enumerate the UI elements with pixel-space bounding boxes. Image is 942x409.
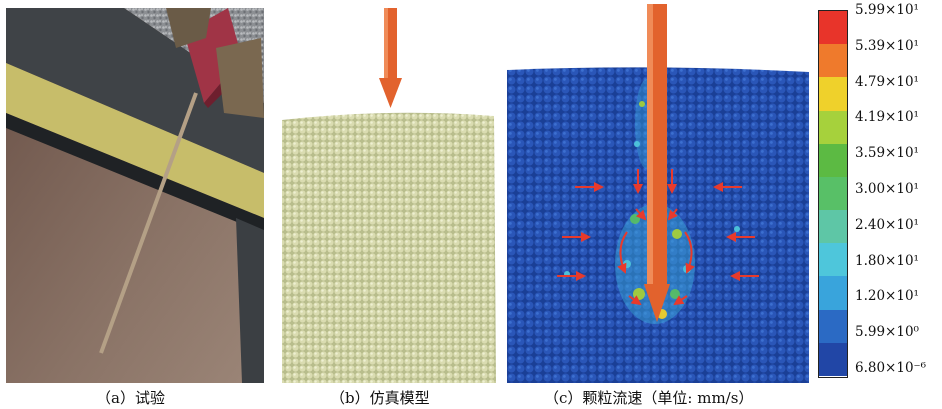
caption-b: （b）仿真模型: [330, 389, 430, 407]
legend-label: 1.80×10¹: [855, 252, 919, 269]
legend-swatch: [819, 276, 847, 310]
legend-label: 6.80×10⁻⁶: [855, 360, 927, 376]
particle-velocity-field: [507, 4, 809, 383]
legend-swatch: [819, 176, 847, 211]
caption-a: （a）试验: [96, 389, 165, 407]
legend-swatch: [819, 309, 847, 343]
legend-swatch: [819, 11, 847, 45]
legend-label: 5.99×10¹: [855, 2, 919, 18]
legend-label: 1.20×10¹: [855, 288, 919, 305]
legend-label: 4.79×10¹: [855, 73, 919, 90]
photo-field-test: [6, 8, 264, 383]
legend-swatch: [819, 243, 847, 277]
legend-swatch: [819, 77, 847, 111]
legend-label: 5.99×10⁰: [855, 324, 919, 341]
legend-swatch: [819, 210, 847, 244]
legend-swatch: [819, 143, 847, 177]
legend-label: 3.59×10¹: [855, 145, 919, 162]
legend-swatch: [819, 110, 847, 144]
simulation-model-image: [278, 8, 500, 383]
legend-label: 5.39×10¹: [855, 37, 919, 54]
caption-c: （c）颗粒流速（单位: mm/s）: [544, 389, 754, 407]
legend-label: 4.19×10¹: [855, 109, 919, 126]
legend-label: 3.00×10¹: [855, 181, 919, 197]
legend-label: 2.40×10¹: [855, 216, 919, 233]
velocity-color-legend: [818, 10, 848, 378]
legend-swatch: [819, 44, 847, 78]
legend-swatch: [819, 342, 847, 376]
